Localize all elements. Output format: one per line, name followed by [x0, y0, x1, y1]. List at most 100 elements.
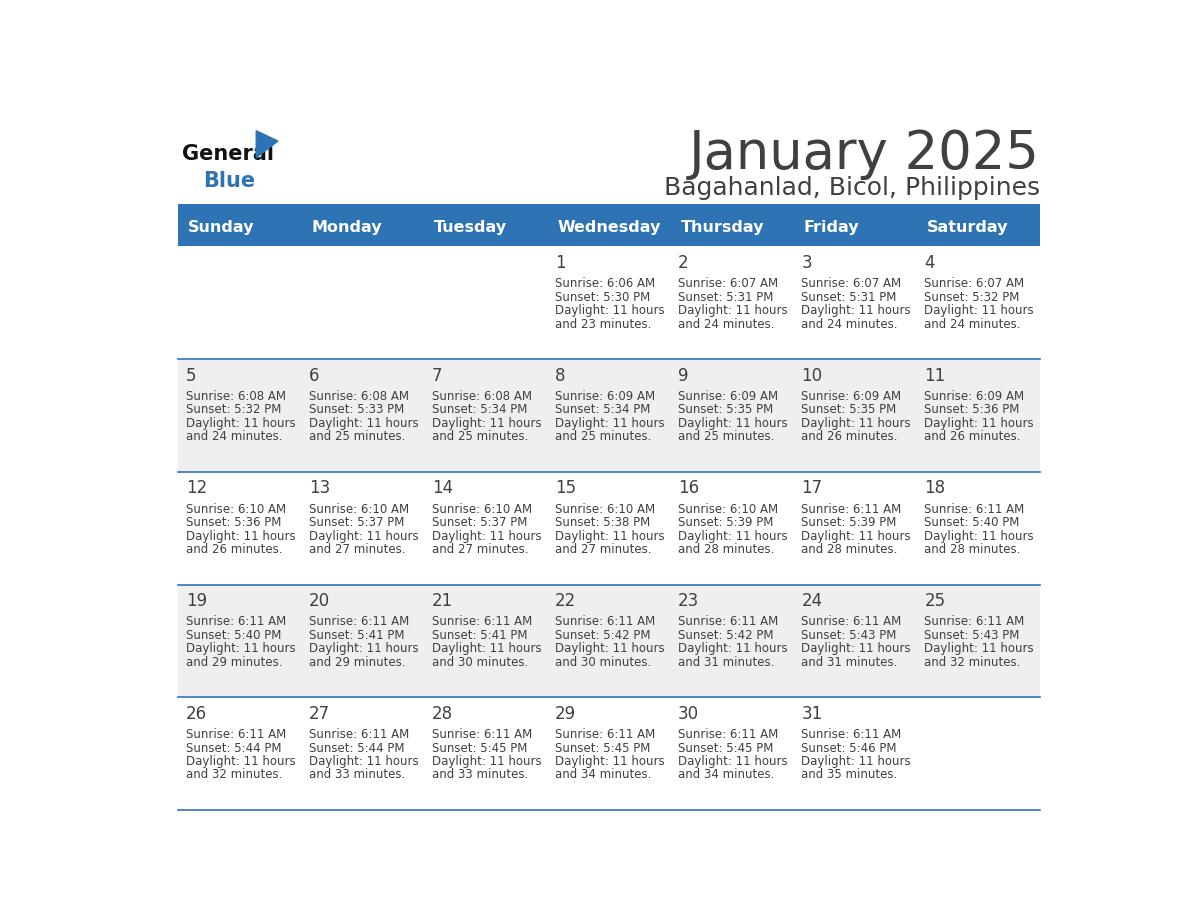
Text: Daylight: 11 hours: Daylight: 11 hours [185, 530, 296, 543]
Text: Sunrise: 6:10 AM: Sunrise: 6:10 AM [555, 502, 655, 516]
Text: Daylight: 11 hours: Daylight: 11 hours [801, 417, 911, 430]
Text: 17: 17 [801, 479, 822, 498]
Text: Sunset: 5:35 PM: Sunset: 5:35 PM [801, 403, 897, 417]
Text: and 30 minutes.: and 30 minutes. [432, 655, 529, 668]
Bar [178, 209, 1040, 246]
Text: and 34 minutes.: and 34 minutes. [555, 768, 651, 781]
Text: Sunset: 5:45 PM: Sunset: 5:45 PM [432, 742, 527, 755]
Text: 15: 15 [555, 479, 576, 498]
Text: 5: 5 [185, 367, 196, 385]
Text: Sunrise: 6:08 AM: Sunrise: 6:08 AM [185, 390, 285, 403]
Text: Daylight: 11 hours: Daylight: 11 hours [801, 643, 911, 655]
Text: Daylight: 11 hours: Daylight: 11 hours [185, 417, 296, 430]
Text: Sunrise: 6:11 AM: Sunrise: 6:11 AM [801, 502, 902, 516]
Text: Sunrise: 6:11 AM: Sunrise: 6:11 AM [678, 615, 778, 628]
Text: Friday: Friday [803, 220, 859, 235]
Text: Sunrise: 6:11 AM: Sunrise: 6:11 AM [801, 728, 902, 741]
Text: Sunset: 5:41 PM: Sunset: 5:41 PM [432, 629, 527, 642]
Text: Daylight: 11 hours: Daylight: 11 hours [678, 417, 788, 430]
Bar [178, 246, 1040, 359]
Text: Daylight: 11 hours: Daylight: 11 hours [555, 530, 664, 543]
Text: Sunset: 5:32 PM: Sunset: 5:32 PM [185, 403, 282, 417]
Bar [178, 585, 1040, 698]
Polygon shape [257, 130, 278, 158]
Text: 2: 2 [678, 254, 689, 272]
Text: Daylight: 11 hours: Daylight: 11 hours [432, 530, 542, 543]
Text: Daylight: 11 hours: Daylight: 11 hours [432, 643, 542, 655]
Text: 13: 13 [309, 479, 330, 498]
Text: Sunrise: 6:06 AM: Sunrise: 6:06 AM [555, 277, 655, 290]
Text: 27: 27 [309, 705, 330, 723]
Text: 24: 24 [801, 592, 822, 610]
Text: and 35 minutes.: and 35 minutes. [801, 768, 897, 781]
Text: Sunrise: 6:09 AM: Sunrise: 6:09 AM [678, 390, 778, 403]
Text: Sunset: 5:36 PM: Sunset: 5:36 PM [924, 403, 1019, 417]
Text: and 27 minutes.: and 27 minutes. [432, 543, 529, 556]
Text: 28: 28 [432, 705, 453, 723]
Text: and 31 minutes.: and 31 minutes. [678, 655, 775, 668]
Text: Daylight: 11 hours: Daylight: 11 hours [555, 417, 664, 430]
Text: Sunday: Sunday [188, 220, 254, 235]
Text: Sunrise: 6:11 AM: Sunrise: 6:11 AM [801, 615, 902, 628]
Text: 11: 11 [924, 367, 946, 385]
Text: Sunset: 5:46 PM: Sunset: 5:46 PM [801, 742, 897, 755]
Text: Sunset: 5:32 PM: Sunset: 5:32 PM [924, 291, 1019, 304]
Text: and 28 minutes.: and 28 minutes. [924, 543, 1020, 556]
Text: 10: 10 [801, 367, 822, 385]
Text: Daylight: 11 hours: Daylight: 11 hours [801, 530, 911, 543]
Text: 7: 7 [432, 367, 442, 385]
Text: and 24 minutes.: and 24 minutes. [185, 431, 283, 443]
Text: 16: 16 [678, 479, 700, 498]
Text: Daylight: 11 hours: Daylight: 11 hours [309, 643, 418, 655]
Text: 22: 22 [555, 592, 576, 610]
Text: 19: 19 [185, 592, 207, 610]
Text: Sunset: 5:35 PM: Sunset: 5:35 PM [678, 403, 773, 417]
Text: Sunrise: 6:11 AM: Sunrise: 6:11 AM [924, 615, 1024, 628]
Text: Daylight: 11 hours: Daylight: 11 hours [555, 304, 664, 317]
Text: Daylight: 11 hours: Daylight: 11 hours [555, 643, 664, 655]
Text: Sunset: 5:34 PM: Sunset: 5:34 PM [432, 403, 527, 417]
Text: Daylight: 11 hours: Daylight: 11 hours [924, 643, 1034, 655]
Text: Sunrise: 6:11 AM: Sunrise: 6:11 AM [309, 615, 409, 628]
Text: Sunrise: 6:10 AM: Sunrise: 6:10 AM [432, 502, 532, 516]
Text: and 24 minutes.: and 24 minutes. [678, 318, 775, 330]
Text: Bagahanlad, Bicol, Philippines: Bagahanlad, Bicol, Philippines [664, 176, 1040, 200]
Text: and 31 minutes.: and 31 minutes. [801, 655, 898, 668]
Text: Sunset: 5:42 PM: Sunset: 5:42 PM [555, 629, 651, 642]
Text: Daylight: 11 hours: Daylight: 11 hours [924, 304, 1034, 317]
Text: Sunset: 5:30 PM: Sunset: 5:30 PM [555, 291, 650, 304]
Text: Sunrise: 6:10 AM: Sunrise: 6:10 AM [185, 502, 286, 516]
Text: Sunset: 5:33 PM: Sunset: 5:33 PM [309, 403, 404, 417]
Text: Sunrise: 6:09 AM: Sunrise: 6:09 AM [924, 390, 1024, 403]
Text: Wednesday: Wednesday [557, 220, 661, 235]
Text: and 28 minutes.: and 28 minutes. [801, 543, 898, 556]
Bar [178, 359, 1040, 472]
Text: Sunrise: 6:07 AM: Sunrise: 6:07 AM [678, 277, 778, 290]
Text: Daylight: 11 hours: Daylight: 11 hours [678, 530, 788, 543]
Text: 6: 6 [309, 367, 320, 385]
Text: Sunrise: 6:08 AM: Sunrise: 6:08 AM [309, 390, 409, 403]
Text: Daylight: 11 hours: Daylight: 11 hours [801, 304, 911, 317]
Text: Sunset: 5:38 PM: Sunset: 5:38 PM [555, 516, 650, 529]
Text: Sunset: 5:43 PM: Sunset: 5:43 PM [924, 629, 1019, 642]
Text: 9: 9 [678, 367, 689, 385]
Text: and 26 minutes.: and 26 minutes. [924, 431, 1020, 443]
Text: and 24 minutes.: and 24 minutes. [801, 318, 898, 330]
Text: Sunset: 5:39 PM: Sunset: 5:39 PM [678, 516, 773, 529]
Text: and 24 minutes.: and 24 minutes. [924, 318, 1020, 330]
Text: Sunset: 5:31 PM: Sunset: 5:31 PM [801, 291, 897, 304]
Text: and 27 minutes.: and 27 minutes. [309, 543, 405, 556]
Text: Daylight: 11 hours: Daylight: 11 hours [185, 755, 296, 768]
Text: Tuesday: Tuesday [435, 220, 507, 235]
Text: Sunrise: 6:08 AM: Sunrise: 6:08 AM [432, 390, 532, 403]
Text: and 32 minutes.: and 32 minutes. [924, 655, 1020, 668]
Text: Sunrise: 6:09 AM: Sunrise: 6:09 AM [555, 390, 655, 403]
Text: 3: 3 [801, 254, 811, 272]
Text: and 23 minutes.: and 23 minutes. [555, 318, 651, 330]
Text: Sunrise: 6:11 AM: Sunrise: 6:11 AM [555, 615, 656, 628]
Text: 29: 29 [555, 705, 576, 723]
Text: Daylight: 11 hours: Daylight: 11 hours [678, 643, 788, 655]
Text: Sunrise: 6:09 AM: Sunrise: 6:09 AM [801, 390, 902, 403]
Text: and 27 minutes.: and 27 minutes. [555, 543, 651, 556]
Text: and 26 minutes.: and 26 minutes. [185, 543, 283, 556]
